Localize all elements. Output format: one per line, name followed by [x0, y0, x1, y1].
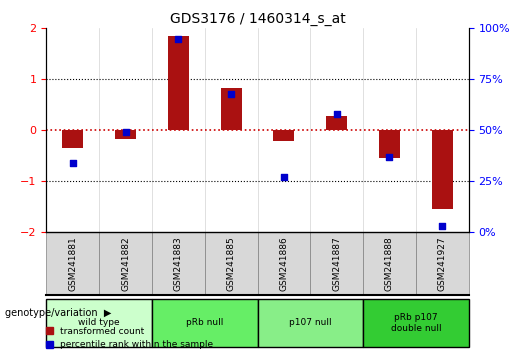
Text: GSM241885: GSM241885: [227, 236, 235, 291]
Point: [227, 91, 235, 96]
Text: genotype/variation  ▶: genotype/variation ▶: [5, 308, 112, 318]
Bar: [416, 232, 469, 295]
Text: p107 null: p107 null: [289, 318, 332, 327]
Bar: [46, 299, 152, 347]
Bar: [273, 130, 295, 142]
Bar: [258, 299, 363, 347]
Bar: [152, 299, 258, 347]
Text: GSM241888: GSM241888: [385, 236, 394, 291]
Bar: [99, 232, 152, 295]
Text: pRb p107
double null: pRb p107 double null: [390, 313, 441, 332]
Point: [385, 154, 393, 160]
Bar: [152, 232, 205, 295]
Text: GSM241883: GSM241883: [174, 236, 183, 291]
Point: [333, 111, 341, 117]
Bar: [220, 88, 242, 130]
Bar: [363, 232, 416, 295]
Bar: [115, 130, 136, 139]
Text: GSM241882: GSM241882: [121, 236, 130, 291]
Text: GSM241927: GSM241927: [438, 236, 447, 291]
Point: [122, 130, 130, 135]
Bar: [258, 232, 310, 295]
Bar: [432, 130, 453, 209]
Point: [174, 36, 182, 41]
Bar: [326, 116, 347, 130]
Bar: [363, 299, 469, 347]
Bar: [379, 130, 400, 158]
Text: GSM241886: GSM241886: [280, 236, 288, 291]
Legend: transformed count, percentile rank within the sample: transformed count, percentile rank withi…: [46, 327, 213, 349]
Text: GSM241887: GSM241887: [332, 236, 341, 291]
Point: [280, 174, 288, 180]
Text: GSM241881: GSM241881: [68, 236, 77, 291]
Title: GDS3176 / 1460314_s_at: GDS3176 / 1460314_s_at: [169, 12, 346, 26]
Bar: [168, 36, 189, 130]
Point: [68, 160, 77, 166]
Point: [438, 223, 447, 229]
Bar: [310, 232, 363, 295]
Bar: [62, 130, 83, 148]
Bar: [205, 232, 258, 295]
Bar: [46, 232, 99, 295]
Text: pRb null: pRb null: [186, 318, 224, 327]
Text: wild type: wild type: [78, 318, 120, 327]
